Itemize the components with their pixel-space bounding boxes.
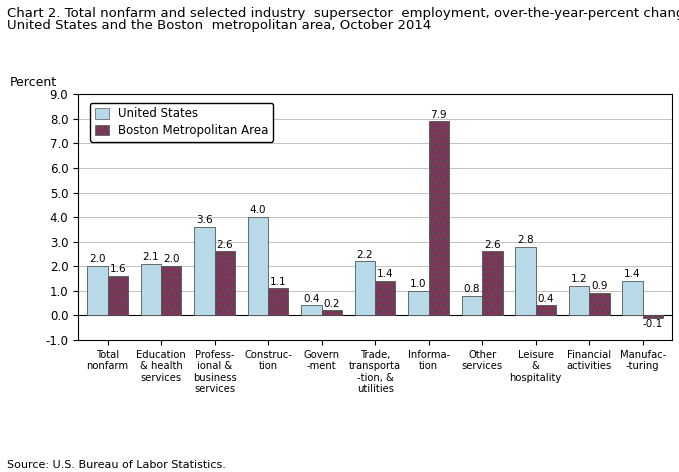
Bar — [623, 281, 643, 315]
Text: 0.2: 0.2 — [323, 299, 340, 309]
Bar — [301, 305, 322, 315]
Text: 1.4: 1.4 — [377, 269, 394, 279]
Text: 1.1: 1.1 — [270, 277, 287, 287]
Bar — [141, 264, 161, 315]
Text: 1.2: 1.2 — [571, 274, 587, 284]
Bar — [268, 288, 289, 315]
Bar — [322, 311, 342, 315]
Text: 7.9: 7.9 — [430, 110, 447, 120]
Text: 4.0: 4.0 — [250, 205, 266, 215]
Text: 1.6: 1.6 — [109, 264, 126, 274]
Text: 2.6: 2.6 — [217, 240, 233, 250]
Bar — [482, 252, 502, 315]
Bar — [428, 121, 449, 315]
Text: 0.9: 0.9 — [591, 281, 608, 292]
Text: 0.8: 0.8 — [464, 284, 480, 294]
Bar — [248, 217, 268, 315]
Bar — [515, 246, 536, 315]
Bar — [643, 315, 663, 318]
Legend: United States, Boston Metropolitan Area: United States, Boston Metropolitan Area — [90, 103, 274, 142]
Text: 1.4: 1.4 — [624, 269, 641, 279]
Bar — [355, 261, 375, 315]
Bar — [161, 266, 181, 315]
Text: Percent: Percent — [10, 76, 57, 90]
Text: 0.4: 0.4 — [304, 294, 320, 304]
Text: 0.4: 0.4 — [538, 294, 554, 304]
Bar — [375, 281, 395, 315]
Text: 2.8: 2.8 — [517, 235, 534, 245]
Bar — [408, 291, 428, 315]
Bar — [194, 227, 215, 315]
Text: Chart 2. Total nonfarm and selected industry  supersector  employment, over-the-: Chart 2. Total nonfarm and selected indu… — [7, 7, 679, 20]
Text: United States and the Boston  metropolitan area, October 2014: United States and the Boston metropolita… — [7, 19, 431, 32]
Text: 2.6: 2.6 — [484, 240, 500, 250]
Text: 2.1: 2.1 — [143, 252, 159, 262]
Text: 2.0: 2.0 — [163, 254, 179, 264]
Text: 1.0: 1.0 — [410, 279, 427, 289]
Bar — [107, 276, 128, 315]
Bar — [536, 305, 556, 315]
Bar — [569, 286, 589, 315]
Text: 3.6: 3.6 — [196, 215, 213, 225]
Text: 2.0: 2.0 — [89, 254, 106, 264]
Bar — [215, 252, 235, 315]
Text: 2.2: 2.2 — [356, 250, 373, 260]
Bar — [589, 293, 610, 315]
Bar — [87, 266, 107, 315]
Text: -0.1: -0.1 — [643, 320, 663, 329]
Bar — [462, 295, 482, 315]
Text: Source: U.S. Bureau of Labor Statistics.: Source: U.S. Bureau of Labor Statistics. — [7, 460, 225, 470]
